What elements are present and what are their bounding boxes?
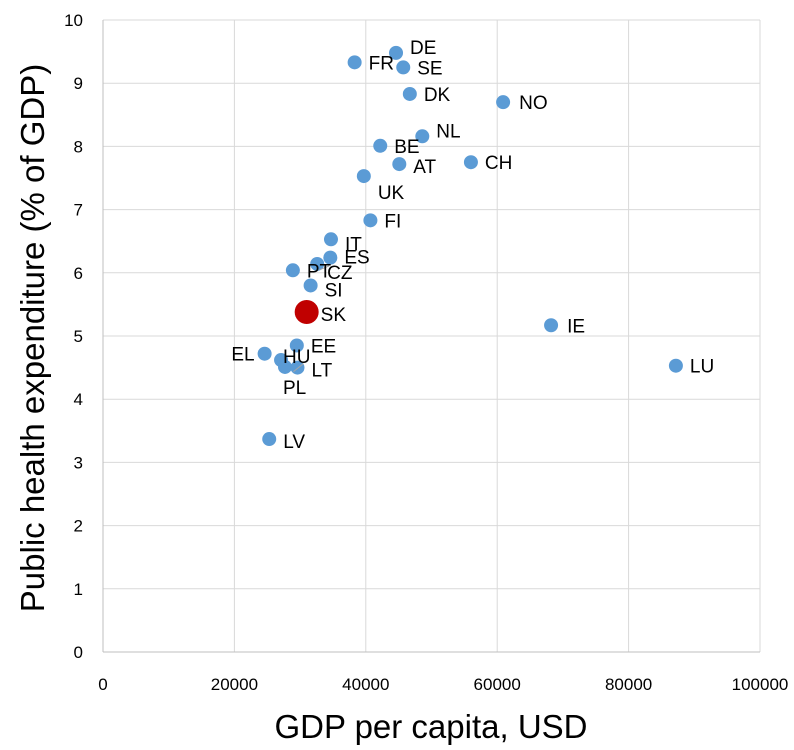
point-label: IE	[567, 316, 585, 337]
point-label: LT	[311, 361, 332, 382]
point-label: CZ	[327, 263, 353, 284]
y-tick-label: 7	[74, 201, 83, 220]
y-axis-title: Public health expenditure (% of GDP)	[14, 64, 51, 612]
data-point	[277, 359, 292, 374]
y-tick-label: 2	[74, 517, 83, 536]
data-point	[262, 432, 277, 447]
y-tick-label: 10	[64, 11, 83, 30]
tick-labels: 0 1 2 3 4 5 6 7 8 9 10 0 20000 40000 60000 80000 100000	[64, 11, 788, 694]
data-point	[257, 346, 272, 361]
x-tick-label: 20000	[211, 675, 258, 694]
point-label: DK	[424, 85, 451, 106]
y-tick-label: 5	[74, 327, 83, 346]
axes	[102, 20, 760, 653]
point-label: SK	[321, 305, 347, 326]
data-point	[392, 157, 407, 172]
point-label: LU	[690, 357, 714, 378]
point-label: SE	[417, 58, 442, 79]
data-point	[544, 318, 559, 333]
x-tick-label: 60000	[474, 675, 521, 694]
point-label: DE	[410, 38, 436, 59]
data-points	[257, 45, 683, 447]
point-label: EE	[311, 336, 336, 357]
point-label: UK	[378, 183, 405, 204]
gridlines	[103, 19, 761, 652]
point-label: LV	[283, 432, 305, 453]
point-label: ES	[344, 248, 369, 269]
data-point	[415, 129, 430, 144]
data-point	[310, 256, 325, 271]
data-point	[668, 358, 683, 373]
data-point	[323, 232, 338, 247]
data-point	[463, 155, 478, 170]
y-tick-label: 8	[74, 137, 83, 156]
y-tick-label: 9	[74, 74, 83, 93]
data-point	[323, 250, 338, 265]
data-point	[373, 138, 388, 153]
point-label: CH	[485, 153, 512, 174]
x-tick-label: 40000	[342, 675, 389, 694]
point-label: EL	[231, 345, 254, 366]
leader-line	[293, 363, 304, 372]
point-label: BE	[394, 137, 419, 158]
highlight-point	[294, 299, 319, 324]
data-point	[496, 95, 511, 110]
data-point	[402, 86, 417, 101]
x-tick-label: 80000	[605, 675, 652, 694]
y-tick-label: 3	[74, 453, 83, 472]
data-point	[285, 263, 300, 278]
y-tick-label: 1	[74, 580, 83, 599]
data-point	[396, 60, 411, 75]
y-tick-label: 6	[74, 264, 83, 283]
x-axis-title: GDP per capita, USD	[274, 708, 587, 745]
point-label: PL	[283, 378, 306, 399]
point-label: FR	[369, 53, 394, 74]
data-point	[389, 45, 404, 60]
leader-line	[318, 265, 330, 271]
point-label: FI	[384, 211, 401, 232]
point-label: NL	[436, 121, 460, 142]
x-tick-label: 100000	[732, 675, 789, 694]
point-label: HU	[283, 347, 310, 368]
point-label: IT	[345, 234, 362, 255]
point-label: NO	[519, 93, 548, 114]
y-tick-label: 4	[74, 390, 83, 409]
data-point	[303, 278, 318, 293]
point-label: PT	[307, 261, 332, 282]
data-point	[356, 169, 371, 184]
point-label: AT	[413, 157, 436, 178]
data-point	[347, 55, 362, 70]
data-point	[363, 213, 378, 228]
point-label: SI	[325, 280, 343, 301]
y-tick-label: 0	[74, 643, 83, 662]
data-point	[289, 338, 304, 353]
x-tick-label: 0	[98, 675, 107, 694]
